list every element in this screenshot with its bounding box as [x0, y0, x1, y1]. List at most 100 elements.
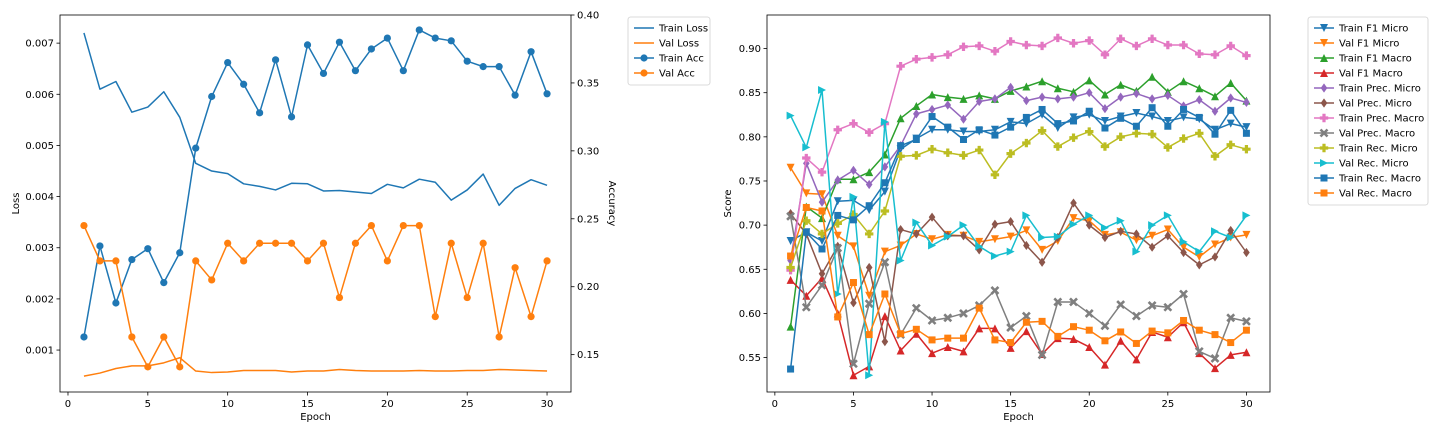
data-point-val-acc-1	[80, 221, 88, 230]
data-point-val-prec-micro-24	[1148, 242, 1156, 252]
data-point-val-rec-micro-9	[912, 218, 921, 227]
data-point-val-f1-macro-29	[1226, 350, 1235, 359]
data-point-val-f1-micro-2	[802, 189, 811, 198]
data-point-train-prec-macro-15	[1006, 37, 1015, 46]
data-point-val-acc-16	[319, 239, 328, 247]
data-point-val-prec-macro-3-stroke-b	[817, 280, 827, 290]
data-point-val-prec-micro-19	[1070, 198, 1077, 208]
data-point-val-rec-macro-10	[928, 336, 936, 344]
data-point-val-prec-micro-13	[975, 245, 983, 255]
data-point-train-acc-14	[287, 113, 296, 121]
data-point-val-f1-micro-1	[786, 163, 795, 172]
legend-swatch-marker	[1319, 143, 1329, 153]
data-point-train-rec-macro-15	[1007, 123, 1015, 131]
data-point-val-f1-micro-26	[1179, 243, 1188, 252]
data-point-train-f1-micro-15	[1006, 117, 1015, 126]
data-point-train-rec-macro-11	[944, 123, 952, 131]
legend-item-train-rec-micro: Train Rec. Micro	[1314, 144, 1418, 155]
legend-item-val-rec-micro: Val Rec. Micro	[1314, 159, 1409, 170]
data-point-train-acc-6	[160, 279, 168, 287]
data-point-train-rec-micro-10	[927, 145, 937, 154]
data-point-val-rec-micro-30	[1242, 211, 1251, 220]
data-point-val-prec-macro-20	[1084, 309, 1094, 318]
data-point-train-rec-macro-17	[1038, 105, 1046, 113]
data-point-val-acc-24	[447, 239, 455, 247]
legend-swatch-marker	[1320, 69, 1328, 77]
data-point-train-acc-4	[128, 255, 136, 264]
data-point-train-prec-micro-17	[1038, 92, 1046, 102]
data-point-train-f1-micro-30	[1242, 123, 1251, 132]
data-point-val-prec-micro-23	[1133, 229, 1140, 239]
data-point-train-f1-macro-19	[1069, 87, 1078, 96]
data-point-val-f1-macro-8	[896, 346, 905, 355]
data-point-val-prec-micro-10	[928, 212, 936, 222]
data-point-val-rec-macro-19	[1070, 323, 1078, 331]
data-point-val-rec-macro-5	[849, 279, 857, 287]
data-point-train-prec-micro-7	[881, 162, 889, 172]
data-point-train-prec-micro-4	[834, 175, 842, 185]
data-point-train-prec-micro-11	[944, 100, 952, 110]
data-point-val-rec-micro-2	[802, 143, 811, 152]
x-tick-label: 5	[145, 399, 151, 410]
data-point-train-rec-micro-25	[1163, 143, 1173, 152]
data-point-train-acc-20	[383, 34, 391, 42]
data-point-val-rec-micro-7	[880, 117, 889, 126]
y-tick-label: 0.85	[739, 88, 761, 99]
data-point-val-prec-macro-28	[1210, 354, 1220, 363]
data-point-val-prec-macro-7	[880, 257, 890, 267]
data-point-train-rec-micro-23	[1132, 129, 1141, 138]
data-point-train-acc-10	[224, 58, 232, 67]
x-tick-label: 0	[772, 399, 778, 410]
data-point-val-f1-macro-23	[1132, 355, 1141, 364]
legend-label: Val F1 Macro	[1339, 69, 1403, 80]
data-point-train-prec-macro-2	[802, 153, 811, 163]
data-point-train-acc-5	[144, 245, 152, 253]
data-point-val-rec-macro-11	[944, 334, 952, 342]
data-point-train-rec-micro-22	[1116, 132, 1125, 142]
data-point-train-prec-macro-26	[1179, 40, 1188, 50]
data-point-train-f1-macro-10	[928, 90, 937, 99]
data-point-train-prec-micro-18	[1054, 94, 1062, 104]
data-point-val-rec-micro-13	[975, 242, 984, 251]
data-point-train-rec-macro-12	[959, 135, 967, 143]
data-point-val-prec-macro-26	[1179, 289, 1188, 299]
data-point-train-rec-micro-26	[1179, 134, 1188, 143]
data-point-train-f1-micro-21	[1100, 116, 1109, 125]
data-point-val-rec-macro-9	[912, 325, 920, 333]
data-point-val-rec-micro-26	[1179, 237, 1188, 246]
y2-tick-label: 0.25	[577, 214, 599, 225]
data-point-train-acc-11	[240, 80, 248, 88]
data-point-val-prec-micro-30	[1243, 247, 1250, 258]
legend-label: Train F1 Micro	[1338, 24, 1408, 35]
x-tick-label: 10	[926, 399, 939, 410]
legend-item-train-rec-macro: Train Rec. Macro	[1314, 174, 1421, 185]
legend-swatch-marker	[1320, 174, 1328, 182]
data-point-train-acc-27	[495, 63, 503, 71]
data-point-train-f1-macro-20	[1085, 76, 1094, 85]
legend-label: Val Acc	[659, 69, 695, 80]
data-point-val-rec-macro-29	[1227, 339, 1235, 347]
series-group	[80, 26, 551, 377]
data-point-val-prec-micro-21	[1101, 232, 1109, 243]
data-point-train-rec-micro-2	[802, 216, 811, 225]
data-point-train-prec-macro-22	[1116, 34, 1125, 44]
data-point-val-f1-micro-7	[880, 247, 889, 256]
data-point-val-rec-macro-20	[1085, 326, 1093, 334]
data-point-train-prec-macro-30	[1242, 51, 1251, 60]
data-point-val-rec-micro-21	[1100, 223, 1109, 232]
data-point-val-prec-micro-1	[787, 209, 794, 219]
data-point-train-acc-28	[511, 91, 519, 99]
data-point-val-rec-macro-24	[1148, 327, 1156, 335]
data-point-val-prec-macro-11-stroke-b	[943, 313, 953, 323]
data-point-train-f1-micro-1	[786, 237, 795, 246]
data-point-val-prec-macro-14	[990, 286, 1000, 295]
data-point-train-f1-macro-24	[1148, 72, 1157, 81]
data-point-val-prec-macro-30	[1242, 316, 1251, 326]
data-point-val-rec-macro-6	[865, 331, 873, 339]
data-point-train-prec-micro-29	[1227, 93, 1235, 103]
y-tick-label: 0.75	[739, 176, 761, 187]
data-point-train-prec-macro-13	[975, 41, 984, 51]
data-point-train-acc-17	[335, 38, 344, 46]
data-point-val-prec-macro-27-stroke-b	[1194, 346, 1204, 356]
series-train-loss	[83, 32, 548, 207]
